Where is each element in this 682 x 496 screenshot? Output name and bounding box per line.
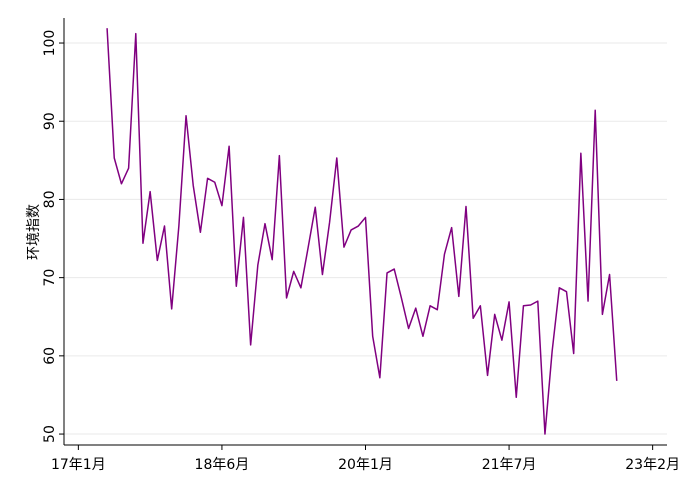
- data-line: [106, 28, 618, 435]
- x-tick-label: 18年6月: [195, 457, 250, 473]
- x-tick-label: 23年2月: [625, 457, 680, 473]
- x-tick-label: 21年7月: [482, 457, 537, 473]
- y-tick-label: 50: [42, 425, 58, 443]
- x-tick-label: 20年1月: [338, 457, 393, 473]
- x-tick-label: 17年1月: [51, 457, 106, 473]
- y-axis-label: 环境指数: [26, 204, 42, 260]
- y-tick-label: 90: [42, 112, 58, 130]
- y-tick-label: 70: [42, 269, 58, 287]
- y-tick-label: 60: [42, 347, 58, 365]
- y-tick-label: 100: [42, 30, 58, 57]
- y-tick-label: 80: [42, 191, 58, 209]
